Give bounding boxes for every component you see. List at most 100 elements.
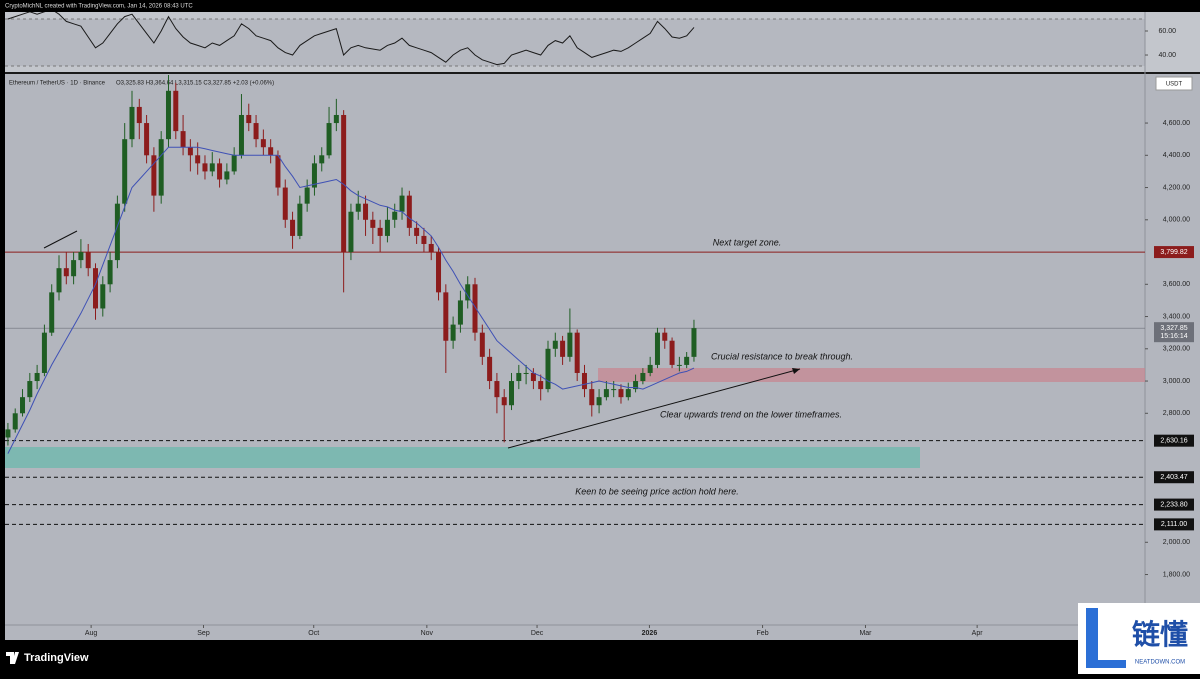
candle-body bbox=[611, 389, 617, 391]
candle-body bbox=[238, 114, 244, 156]
candle-body bbox=[158, 139, 164, 196]
candle-body bbox=[209, 163, 215, 172]
watermark-cn: 链懂 bbox=[1132, 618, 1188, 651]
candle-body bbox=[406, 195, 412, 228]
y-tick-label: 3,600.00 bbox=[1163, 281, 1190, 288]
y-tick-label: 4,200.00 bbox=[1163, 184, 1190, 191]
x-tick-label: Sep bbox=[197, 630, 210, 637]
x-tick-label: 2026 bbox=[642, 630, 658, 637]
level-label: 2,233.80 bbox=[1160, 501, 1187, 508]
annotation: Crucial resistance to break through. bbox=[711, 351, 853, 361]
candle-body bbox=[436, 252, 442, 293]
annotation: Keen to be seeing price action hold here… bbox=[575, 486, 739, 496]
rsi-tick-label: 40.00 bbox=[1158, 52, 1176, 59]
candle-body bbox=[151, 155, 157, 196]
candle-body bbox=[34, 372, 40, 382]
candle-body bbox=[85, 252, 91, 269]
candle-body bbox=[71, 260, 77, 277]
candle-body bbox=[654, 332, 660, 365]
arrow-head bbox=[792, 368, 800, 374]
candle-body bbox=[633, 381, 639, 390]
x-tick-label: Nov bbox=[421, 630, 434, 637]
rsi-band bbox=[5, 19, 1145, 66]
candle-body bbox=[465, 284, 471, 301]
candle-body bbox=[224, 171, 230, 180]
candle-body bbox=[341, 114, 347, 253]
currency-box bbox=[1155, 76, 1193, 91]
candle-body bbox=[450, 324, 456, 341]
level-label-box bbox=[1154, 498, 1194, 511]
candle-body bbox=[107, 260, 113, 285]
candle-body bbox=[691, 328, 697, 357]
candle-body bbox=[122, 139, 128, 204]
candle-body bbox=[662, 332, 668, 341]
candle-body bbox=[618, 389, 624, 398]
candle-body bbox=[428, 243, 434, 253]
candle-body bbox=[479, 332, 485, 357]
y-tick-label: 3,200.00 bbox=[1163, 346, 1190, 353]
countdown: 15:16:14 bbox=[1160, 333, 1187, 340]
candle-body bbox=[640, 372, 646, 382]
brand-logo bbox=[6, 652, 19, 664]
candle-body bbox=[523, 372, 529, 374]
candle-body bbox=[516, 372, 522, 382]
y-tick-label: 4,000.00 bbox=[1163, 217, 1190, 224]
y-tick-label: 3,400.00 bbox=[1163, 313, 1190, 320]
candle-body bbox=[414, 227, 420, 236]
level-label: 2,403.47 bbox=[1160, 474, 1187, 481]
moving-average bbox=[7, 146, 695, 454]
candle-body bbox=[275, 155, 281, 188]
price-plot bbox=[5, 75, 1145, 525]
candle-body bbox=[5, 429, 11, 438]
symbol: Ethereum / TetherUS · 1D · Binance bbox=[9, 81, 106, 87]
credit: CryptoMichNL created with TradingView.co… bbox=[5, 4, 193, 10]
candle-body bbox=[457, 300, 463, 325]
x-tick-label: Feb bbox=[757, 630, 769, 637]
candle-body bbox=[100, 284, 106, 309]
candle-body bbox=[144, 123, 150, 156]
candle-body bbox=[253, 123, 259, 140]
candle-body bbox=[355, 203, 361, 212]
candle-body bbox=[202, 163, 208, 172]
candle-body bbox=[567, 332, 573, 357]
rsi-plot bbox=[7, 12, 695, 66]
candle-body bbox=[27, 381, 33, 398]
candle-body bbox=[63, 268, 69, 277]
candle-body bbox=[260, 139, 266, 148]
watermark-en: NEATDOWN.COM bbox=[1135, 660, 1185, 666]
candle-body bbox=[560, 340, 566, 357]
candle-body bbox=[92, 268, 98, 309]
candle-body bbox=[669, 340, 675, 365]
candle-body bbox=[41, 332, 47, 373]
level-label-box bbox=[1154, 246, 1194, 259]
candle-body bbox=[596, 397, 602, 406]
candle-body bbox=[684, 356, 690, 365]
candle-body bbox=[487, 356, 493, 382]
annotation: Clear upwards trend on the lower timefra… bbox=[660, 409, 842, 419]
level-label: 2,630.16 bbox=[1160, 438, 1187, 445]
candle-body bbox=[165, 90, 171, 140]
candle-body bbox=[326, 123, 332, 156]
candle-body bbox=[370, 219, 376, 228]
candle-body bbox=[603, 389, 609, 398]
y-tick-label: 2,000.00 bbox=[1163, 539, 1190, 546]
candle-body bbox=[187, 147, 193, 156]
level-label-box bbox=[1154, 471, 1194, 484]
candle-body bbox=[399, 195, 405, 212]
trendline bbox=[43, 230, 78, 249]
axes: 1,800.00 2,000.00 2,800.00 3,000.00 3,200.00… bbox=[85, 28, 1194, 637]
level-label: 3,799.82 bbox=[1160, 249, 1187, 256]
y-tick-label: 4,600.00 bbox=[1163, 120, 1190, 127]
candle-body bbox=[268, 147, 274, 156]
candle-body bbox=[589, 389, 595, 406]
candle-body bbox=[195, 155, 201, 164]
candle-body bbox=[348, 211, 354, 253]
main-pane bbox=[5, 74, 1200, 640]
candle-body bbox=[421, 235, 427, 244]
last-price-label: 3,327.85 bbox=[1160, 325, 1187, 332]
brand: TradingView bbox=[24, 652, 89, 664]
candle-body bbox=[20, 397, 26, 414]
level-label: 2,111.00 bbox=[1161, 521, 1187, 528]
candle-body bbox=[581, 372, 587, 390]
